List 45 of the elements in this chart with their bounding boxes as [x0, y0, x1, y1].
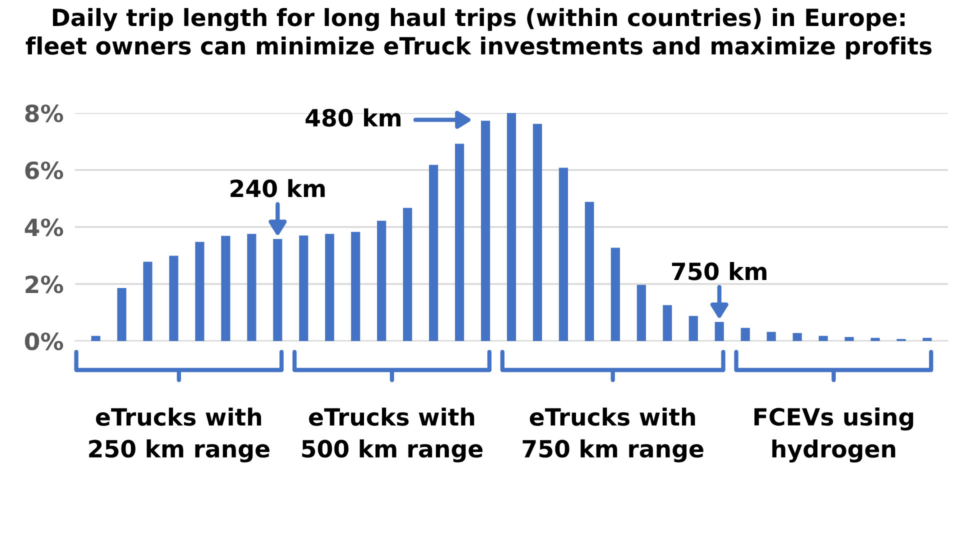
bar [766, 332, 776, 341]
chart-title: Daily trip length for long haul trips (within countries) in Europe: fleet owners can minimize eTruck investments and maximize profits [26, 8, 932, 60]
bar [117, 288, 126, 341]
text: eTrucks with 500 km range [302, 408, 483, 462]
bar [714, 322, 724, 341]
bar [299, 236, 308, 341]
bar [610, 248, 620, 341]
bar [636, 284, 646, 341]
bar [195, 242, 204, 341]
text: FCEVs using hydrogen [754, 407, 914, 463]
bar [91, 336, 100, 341]
annotation: 240 km [230, 179, 325, 198]
bar [377, 220, 386, 341]
y-tick-label: 0% [24, 332, 64, 350]
bar [922, 338, 932, 341]
bar [740, 328, 750, 341]
bar [844, 337, 854, 341]
bar [454, 144, 464, 341]
y-tick-label: 6% [25, 161, 64, 180]
bar [480, 120, 490, 341]
bar [870, 338, 880, 341]
bar [247, 234, 256, 341]
bar [662, 305, 672, 341]
bar [169, 256, 178, 341]
bar [584, 202, 594, 341]
bar [688, 316, 698, 341]
bar [221, 236, 230, 341]
bar [818, 336, 828, 341]
y-tick-label: 4% [24, 218, 64, 236]
text: eTrucks with 250 km range [89, 408, 270, 462]
bar [506, 113, 516, 341]
annotation: 480 km [306, 108, 401, 127]
y-tick-label: 8% [25, 104, 64, 122]
bar [351, 232, 360, 341]
bar [403, 208, 412, 341]
bar [429, 164, 438, 341]
y-tick-label: 2% [26, 275, 64, 294]
bar [325, 234, 334, 341]
annotation: 750 km [672, 262, 766, 280]
bar [532, 124, 542, 341]
bar [558, 168, 568, 341]
text: eTrucks with 750 km range [522, 408, 704, 462]
bar [143, 262, 152, 341]
bar [273, 238, 282, 341]
bar [792, 333, 802, 341]
